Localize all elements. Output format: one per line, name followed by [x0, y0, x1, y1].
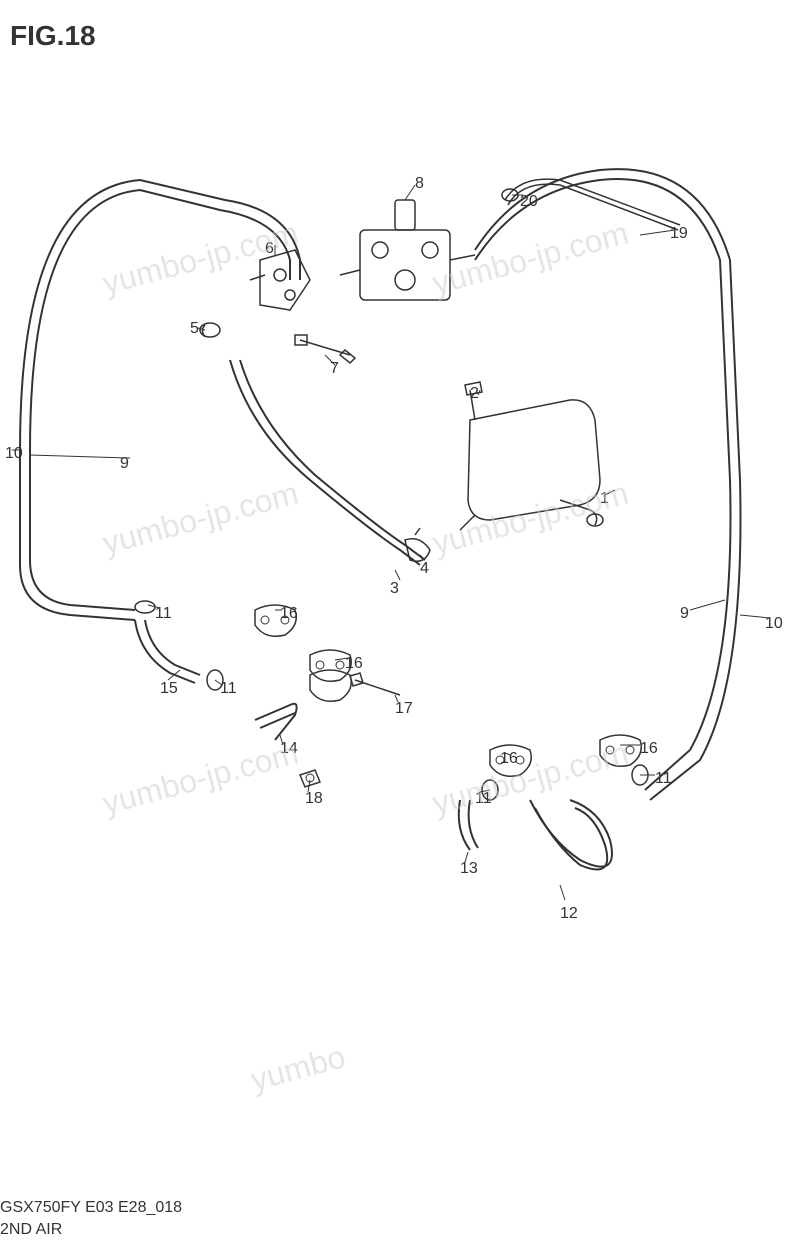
footer-model-code: GSX750FY E03 E28_018 [0, 1199, 182, 1217]
part-number-label: 10 [765, 615, 783, 633]
part-number-label: 12 [560, 905, 578, 923]
part-number-label: 16 [500, 750, 518, 768]
footer-diagram-name: 2ND AIR [0, 1221, 62, 1239]
part-number-label: 20 [520, 193, 538, 211]
part-number-label: 16 [280, 605, 298, 623]
part-number-label: 4 [420, 560, 429, 578]
part-number-label: 11 [475, 790, 492, 808]
part-number-label: 10 [5, 445, 23, 463]
part-number-label: 7 [330, 360, 339, 378]
part-number-label: 18 [305, 790, 323, 808]
part-number-label: 1 [600, 490, 609, 508]
part-number-label: 17 [395, 700, 413, 718]
part-number-label: 6 [265, 240, 274, 258]
part-number-label: 9 [680, 605, 689, 623]
part-number-label: 16 [345, 655, 363, 673]
part-number-label: 16 [640, 740, 658, 758]
part-number-label: 19 [670, 225, 688, 243]
part-number-label: 5 [190, 320, 199, 338]
figure-title: FIG.18 [10, 20, 96, 52]
part-number-label: 11 [655, 770, 672, 788]
part-number-label: 8 [415, 175, 424, 193]
part-number-label: 3 [390, 580, 399, 598]
part-number-label: 14 [280, 740, 298, 758]
part-number-label: 9 [120, 455, 129, 473]
part-number-label: 13 [460, 860, 478, 878]
part-number-label: 11 [220, 680, 237, 698]
part-number-label: 15 [160, 680, 178, 698]
part-number-label: 11 [155, 605, 172, 623]
part-number-label: 2 [470, 385, 479, 403]
